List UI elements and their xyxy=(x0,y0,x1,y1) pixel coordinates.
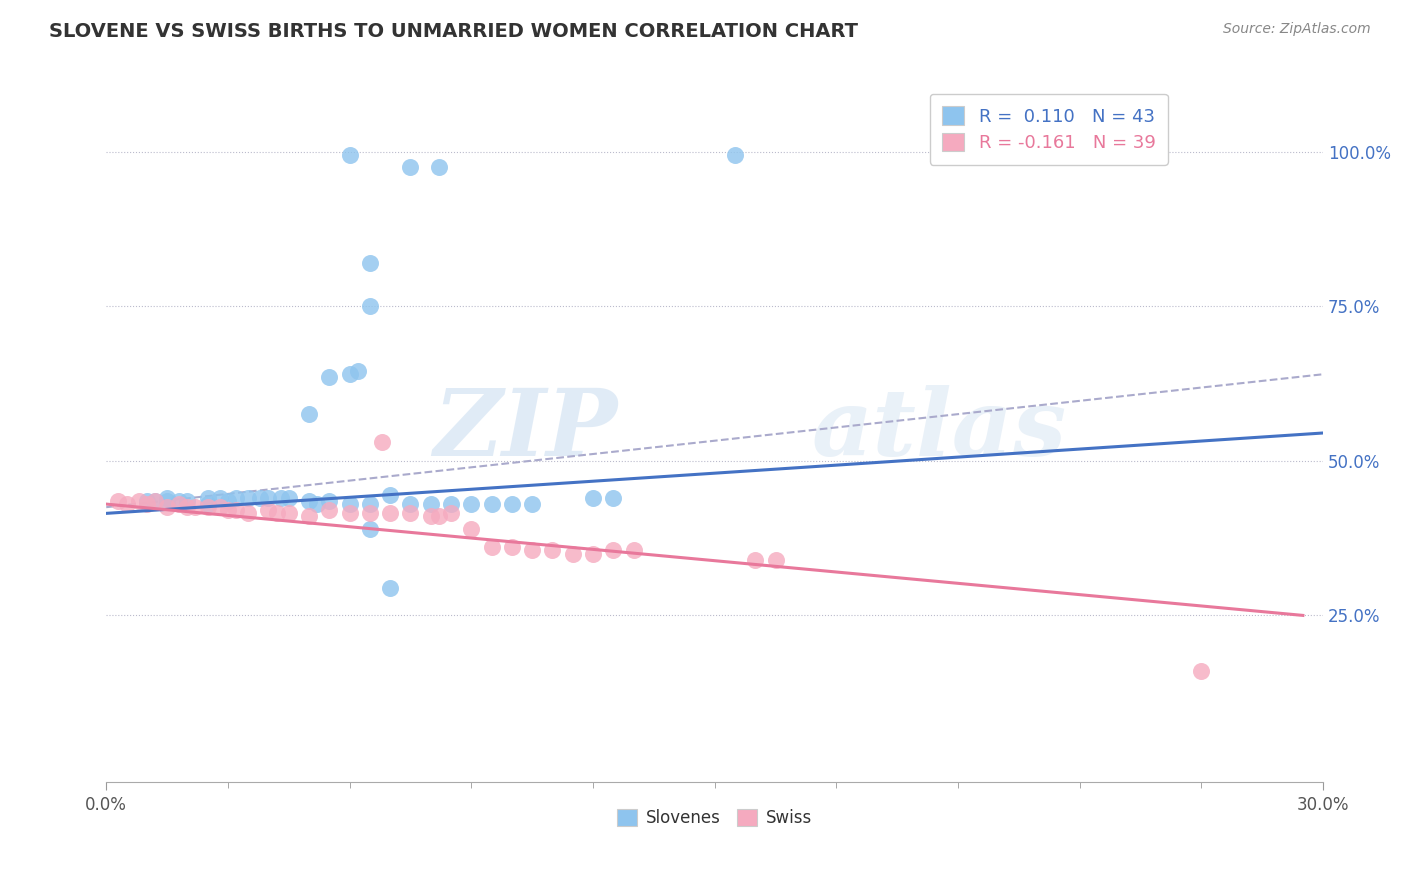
Point xyxy=(380,507,402,521)
Point xyxy=(501,497,523,511)
Point xyxy=(249,491,271,505)
Point xyxy=(107,494,129,508)
Point xyxy=(501,541,523,555)
Point xyxy=(143,494,166,508)
Point xyxy=(208,491,231,505)
Point xyxy=(440,507,463,521)
Point xyxy=(520,543,543,558)
Point xyxy=(270,491,292,505)
Point xyxy=(1191,664,1213,678)
Point xyxy=(481,497,503,511)
Point xyxy=(156,491,179,505)
Point xyxy=(582,491,605,505)
Point xyxy=(176,494,198,508)
Point xyxy=(197,497,219,511)
Point xyxy=(277,507,299,521)
Point xyxy=(238,507,260,521)
Point xyxy=(339,368,361,382)
Point xyxy=(225,491,247,505)
Point xyxy=(318,494,340,508)
Point xyxy=(399,507,422,521)
Point xyxy=(380,488,402,502)
Point xyxy=(135,494,157,508)
Point xyxy=(307,497,329,511)
Point xyxy=(167,497,190,511)
Text: Source: ZipAtlas.com: Source: ZipAtlas.com xyxy=(1223,22,1371,37)
Point xyxy=(359,507,381,521)
Point xyxy=(541,543,564,558)
Point xyxy=(184,500,207,515)
Point xyxy=(277,491,299,505)
Point xyxy=(399,497,422,511)
Text: SLOVENE VS SWISS BIRTHS TO UNMARRIED WOMEN CORRELATION CHART: SLOVENE VS SWISS BIRTHS TO UNMARRIED WOM… xyxy=(49,22,858,41)
Legend: Slovenes, Swiss: Slovenes, Swiss xyxy=(610,803,818,834)
Point xyxy=(481,541,503,555)
Point xyxy=(208,500,231,515)
Point xyxy=(419,497,441,511)
Point xyxy=(156,494,179,508)
Point xyxy=(419,509,441,524)
Point xyxy=(339,497,361,511)
Point xyxy=(143,494,166,508)
Point xyxy=(380,581,402,595)
Point xyxy=(298,494,321,508)
Point xyxy=(318,503,340,517)
Point xyxy=(561,547,583,561)
Point xyxy=(427,509,450,524)
Point xyxy=(765,553,787,567)
Point xyxy=(440,497,463,511)
Point xyxy=(359,522,381,536)
Point xyxy=(520,497,543,511)
Point xyxy=(371,435,394,450)
Point xyxy=(346,364,368,378)
Point xyxy=(460,522,482,536)
Point xyxy=(318,370,340,384)
Point xyxy=(724,147,747,161)
Text: atlas: atlas xyxy=(813,384,1067,475)
Point xyxy=(257,503,280,517)
Point xyxy=(744,553,766,567)
Point xyxy=(238,491,260,505)
Point xyxy=(266,507,288,521)
Point xyxy=(427,160,450,174)
Point xyxy=(339,507,361,521)
Point xyxy=(460,497,482,511)
Point xyxy=(197,500,219,515)
Text: ZIP: ZIP xyxy=(433,384,617,475)
Point xyxy=(623,543,645,558)
Point xyxy=(359,497,381,511)
Point xyxy=(602,491,624,505)
Point xyxy=(176,500,198,515)
Point xyxy=(156,500,179,515)
Point xyxy=(257,491,280,505)
Point xyxy=(359,256,381,270)
Point xyxy=(128,494,150,508)
Point xyxy=(197,491,219,505)
Point xyxy=(602,543,624,558)
Point xyxy=(135,497,157,511)
Point xyxy=(115,497,138,511)
Point xyxy=(359,299,381,313)
Point xyxy=(298,408,321,422)
Point xyxy=(217,503,239,517)
Point xyxy=(217,494,239,508)
Point xyxy=(225,503,247,517)
Point xyxy=(339,147,361,161)
Point xyxy=(298,509,321,524)
Point xyxy=(167,494,190,508)
Point xyxy=(582,547,605,561)
Point xyxy=(399,160,422,174)
